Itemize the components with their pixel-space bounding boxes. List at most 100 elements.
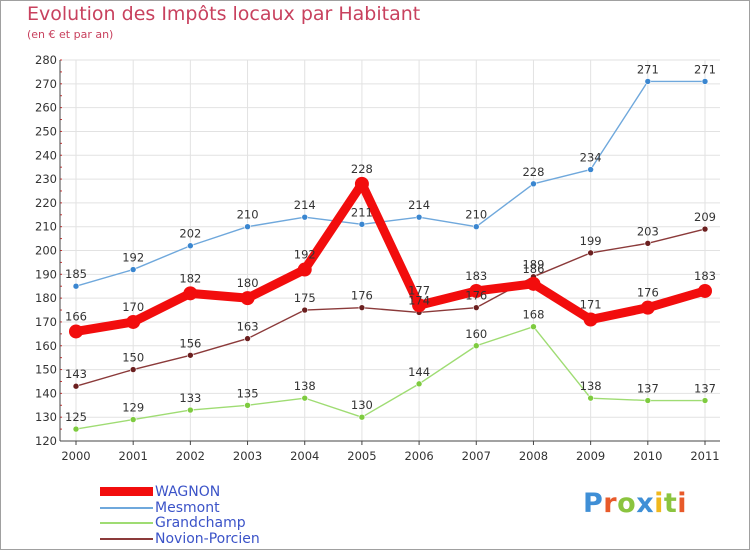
data-point	[472, 342, 480, 350]
data-point	[472, 304, 480, 311]
data-label: 170	[122, 300, 144, 314]
data-label: 130	[351, 398, 373, 412]
legend-swatch	[100, 537, 153, 540]
y-tick-label: 120	[35, 434, 57, 448]
data-point	[412, 298, 427, 313]
proxiti-logo: Proxiti	[583, 488, 687, 519]
data-label: 183	[694, 269, 716, 283]
legend-swatch	[100, 522, 153, 524]
axis-layer: 120 130 140 150 160 170 180 190 200 210 220 230 240 2…	[35, 53, 720, 463]
data-label: 214	[408, 198, 430, 212]
data-point	[72, 425, 80, 433]
data-label: 143	[65, 367, 87, 381]
data-label: 171	[580, 298, 602, 312]
series-line-mesmont	[75, 80, 706, 287]
grid-layer	[60, 59, 720, 442]
data-point	[644, 397, 652, 404]
data-label: 137	[694, 382, 716, 396]
y-tick-label: 180	[35, 291, 57, 305]
legend-label: Mesmont	[155, 499, 220, 516]
series-layer	[69, 78, 712, 433]
data-label: 166	[65, 309, 87, 323]
data-label: 202	[179, 227, 201, 241]
data-point	[129, 416, 137, 423]
data-point	[183, 286, 198, 301]
data-label: 177	[408, 283, 430, 297]
logo-letter: r	[603, 488, 618, 519]
series-line-wagnon	[71, 179, 710, 336]
data-label: 192	[294, 248, 316, 262]
data-point	[244, 335, 251, 342]
data-point	[301, 394, 309, 402]
data-point	[698, 283, 712, 298]
data-label: 133	[179, 391, 201, 405]
data-point	[415, 213, 423, 221]
data-label: 228	[522, 165, 544, 179]
data-point	[72, 282, 80, 290]
x-tick-label: 2008	[519, 449, 548, 463]
y-tick-label: 270	[35, 77, 57, 91]
data-point	[240, 291, 255, 306]
data-label: 144	[408, 365, 430, 379]
logo-letter: x	[636, 488, 655, 519]
data-label: 168	[522, 308, 544, 322]
data-label: 182	[179, 271, 201, 285]
x-tick-label: 2009	[576, 449, 605, 463]
data-point	[69, 324, 83, 339]
x-tick-label: 2004	[290, 449, 319, 463]
data-point	[297, 262, 312, 277]
logo-letter: i	[677, 488, 688, 519]
logo-letter: P	[583, 488, 604, 519]
label-layer: 185 192 202 210 214 211 214 210 228 234 271 271 125 1…	[65, 62, 716, 424]
data-point	[187, 242, 194, 250]
data-point	[526, 276, 541, 291]
y-tick-label: 200	[35, 244, 57, 258]
data-label: 228	[351, 162, 373, 176]
x-tick-label: 2002	[176, 449, 205, 463]
y-tick-label: 230	[35, 172, 57, 186]
series-line-grandchamp	[75, 326, 706, 430]
x-tick-label: 2001	[119, 449, 148, 463]
data-point	[129, 266, 137, 273]
chart-subtitle: (en € et par an)	[27, 28, 114, 41]
logo-letter: t	[663, 488, 678, 519]
y-tick-label: 140	[35, 386, 57, 400]
data-point	[358, 304, 366, 311]
data-point	[187, 351, 194, 359]
data-label: 203	[637, 224, 659, 238]
data-label: 176	[465, 289, 487, 303]
x-tick-label: 2011	[690, 449, 719, 463]
x-tick-label: 2006	[404, 449, 433, 463]
chart-title: Evolution des Impôts locaux par Habitant	[27, 3, 421, 25]
data-label: 137	[637, 382, 659, 396]
data-point	[587, 249, 594, 257]
x-tick-label: 2000	[61, 449, 90, 463]
data-label: 135	[237, 386, 259, 400]
data-point	[187, 406, 194, 414]
data-label: 163	[237, 320, 259, 334]
data-label: 129	[122, 401, 144, 415]
data-label: 271	[694, 62, 716, 76]
data-label: 176	[351, 289, 373, 303]
data-label: 160	[465, 327, 487, 341]
data-point	[358, 221, 366, 228]
data-label: 138	[294, 379, 316, 393]
data-label: 125	[65, 410, 87, 424]
data-point	[126, 314, 141, 329]
data-label: 150	[122, 351, 144, 365]
data-label: 214	[294, 198, 316, 212]
data-point	[415, 380, 423, 388]
data-label: 211	[351, 205, 373, 219]
data-label: 189	[522, 258, 544, 272]
data-point	[354, 176, 369, 191]
data-label: 210	[237, 208, 259, 222]
data-point	[587, 394, 594, 402]
data-point	[583, 312, 598, 327]
data-point	[701, 397, 709, 404]
y-tick-label: 170	[35, 315, 57, 329]
data-point	[644, 240, 652, 247]
data-label: 185	[65, 267, 87, 281]
legend-label: WAGNON	[155, 484, 221, 500]
legend-label: Grandchamp	[155, 515, 246, 531]
